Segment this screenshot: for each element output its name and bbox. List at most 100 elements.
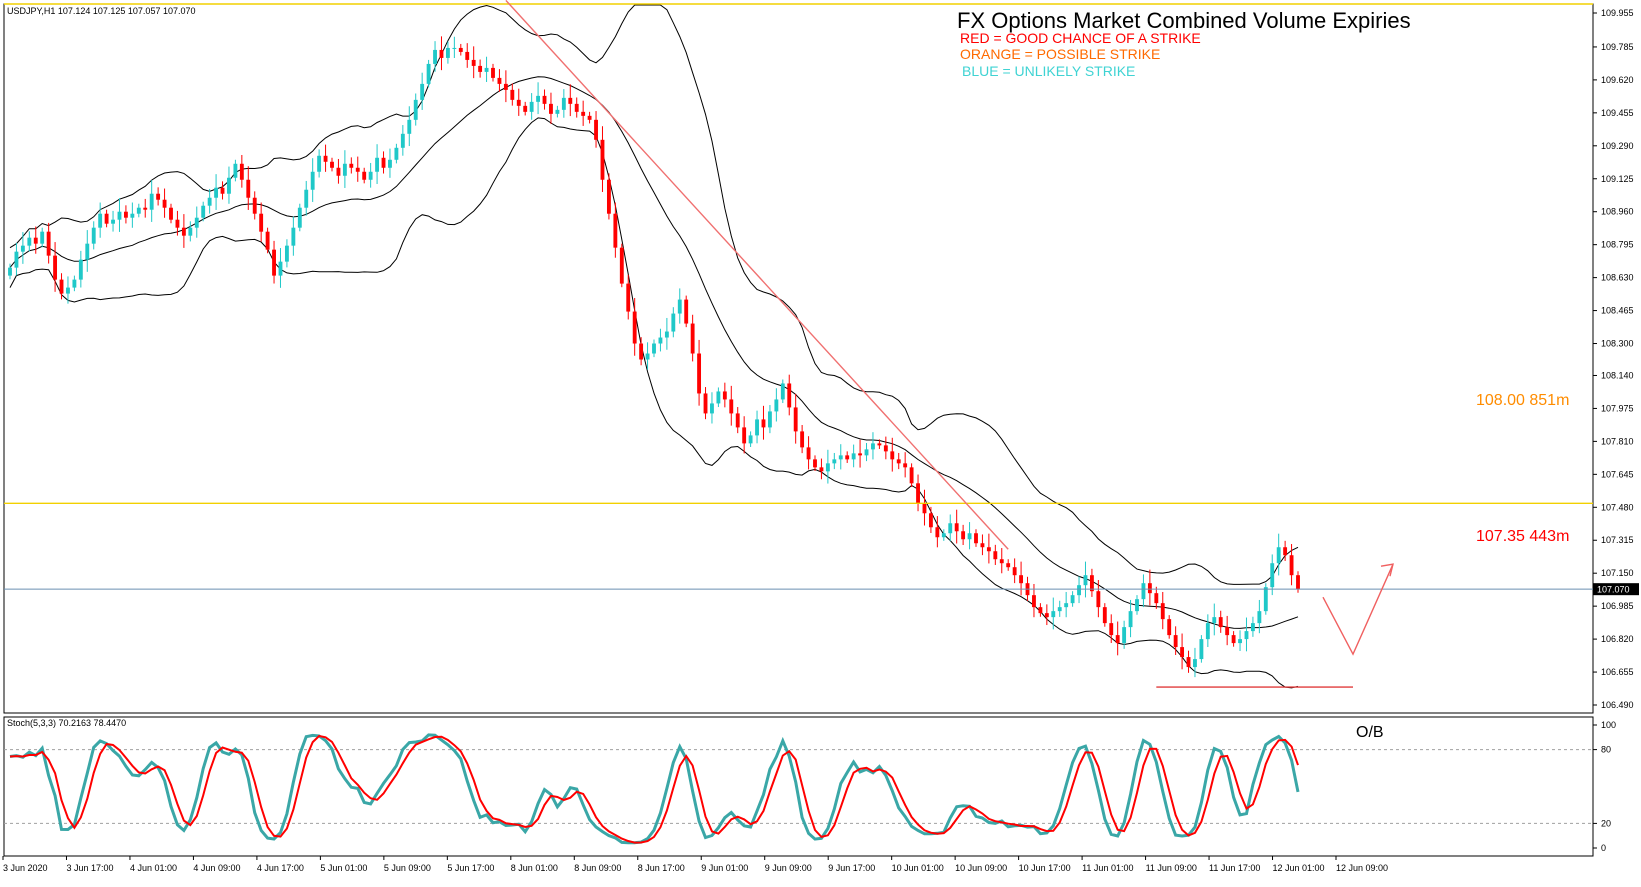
price-tick-label-15: 107.480 xyxy=(1601,502,1634,512)
strike-annotation-108: 108.00 851m xyxy=(1476,392,1569,409)
candle xyxy=(478,59,483,78)
candle-body xyxy=(703,393,708,414)
candle-body xyxy=(845,455,850,460)
candle xyxy=(819,458,824,480)
price-tick-label-17: 107.150 xyxy=(1601,568,1634,578)
candle-body xyxy=(233,163,238,178)
candle xyxy=(568,84,573,117)
candle xyxy=(729,385,734,426)
candle-body xyxy=(156,193,161,200)
candle-body xyxy=(40,231,45,244)
candle-body xyxy=(858,453,863,456)
candle xyxy=(220,181,225,200)
candle-body xyxy=(825,463,830,472)
candle xyxy=(716,387,721,408)
candle-body xyxy=(336,167,341,176)
time-tick-label-0: 3 Jun 2020 xyxy=(3,863,48,873)
chart-title: FX Options Market Combined Volume Expiri… xyxy=(957,8,1411,33)
candle xyxy=(233,159,238,182)
candle xyxy=(1257,599,1262,634)
candle xyxy=(388,148,392,178)
candle-body xyxy=(207,197,212,206)
time-tick-label-21: 12 Jun 09:00 xyxy=(1336,863,1388,873)
price-tick-label-1: 109.785 xyxy=(1601,42,1634,52)
legend-blue: BLUE = UNLIKELY STRIKE xyxy=(962,63,1135,79)
candle-body xyxy=(433,49,437,64)
candle-body xyxy=(503,83,508,90)
candle xyxy=(639,337,644,366)
candle xyxy=(323,144,328,172)
candle xyxy=(974,529,978,547)
time-tick-label-19: 11 Jun 17:00 xyxy=(1209,863,1260,873)
price-tick-label-9: 108.465 xyxy=(1601,306,1634,316)
time-tick-label-1: 3 Jun 17:00 xyxy=(66,863,113,873)
candle-body xyxy=(1147,583,1152,594)
strike-annotation-107-35: 107.35 443m xyxy=(1476,528,1569,545)
projection-path xyxy=(1322,563,1394,656)
time-tick-label-6: 5 Jun 09:00 xyxy=(384,863,431,873)
candle xyxy=(858,439,863,468)
candle xyxy=(1173,626,1178,656)
candle-body xyxy=(626,283,631,312)
time-tick-label-15: 10 Jun 09:00 xyxy=(955,863,1007,873)
candle xyxy=(188,221,193,242)
candle xyxy=(1109,614,1114,644)
time-tick-label-2: 4 Jun 01:00 xyxy=(130,863,177,873)
candle-body xyxy=(787,383,792,408)
candle xyxy=(677,288,682,324)
candle xyxy=(1231,631,1236,647)
candle xyxy=(362,167,367,184)
candle-body xyxy=(78,259,83,280)
candle xyxy=(53,242,58,292)
price-tick-label-0: 109.955 xyxy=(1601,8,1634,18)
candle xyxy=(117,198,122,232)
candle xyxy=(613,202,618,258)
price-tick-label-14: 107.645 xyxy=(1601,469,1634,479)
candle-body xyxy=(948,523,953,534)
time-tick-label-14: 10 Jun 01:00 xyxy=(892,863,944,873)
candle-body xyxy=(342,163,347,176)
candle xyxy=(561,89,566,118)
candle-body xyxy=(181,227,186,236)
candle-body xyxy=(671,313,676,332)
candle xyxy=(1199,635,1204,663)
candle xyxy=(143,198,148,218)
candle-body xyxy=(1231,635,1236,644)
candle-body xyxy=(227,177,231,194)
candle xyxy=(46,222,51,264)
candle-body xyxy=(871,443,875,450)
candle xyxy=(439,36,444,71)
candle xyxy=(928,506,933,534)
candles xyxy=(8,36,1300,678)
candle-body xyxy=(613,213,618,248)
candle xyxy=(529,93,534,120)
candle xyxy=(1064,591,1069,618)
candle xyxy=(156,187,161,206)
candle-body xyxy=(136,207,141,214)
candle xyxy=(98,202,103,238)
candle xyxy=(587,111,592,124)
candle xyxy=(207,188,212,214)
candle xyxy=(767,405,772,434)
candle xyxy=(375,144,380,184)
candle-body xyxy=(652,343,656,354)
time-tick-label-10: 8 Jun 17:00 xyxy=(638,863,685,873)
candle xyxy=(1276,533,1281,576)
candle-body xyxy=(323,155,328,162)
candle-body xyxy=(941,533,946,538)
candle-body xyxy=(452,47,457,49)
candle-body xyxy=(903,463,908,468)
candle xyxy=(510,83,515,106)
candle-body xyxy=(980,543,985,548)
candle xyxy=(594,111,598,148)
candle-body xyxy=(1102,607,1107,624)
candle xyxy=(619,243,624,288)
candle xyxy=(1250,616,1255,637)
candle-body xyxy=(986,547,991,552)
candle xyxy=(658,328,663,352)
candle xyxy=(130,202,135,228)
candle-body xyxy=(961,531,966,540)
candle xyxy=(652,339,656,358)
candle-body xyxy=(439,49,444,58)
candle-body xyxy=(568,97,573,104)
